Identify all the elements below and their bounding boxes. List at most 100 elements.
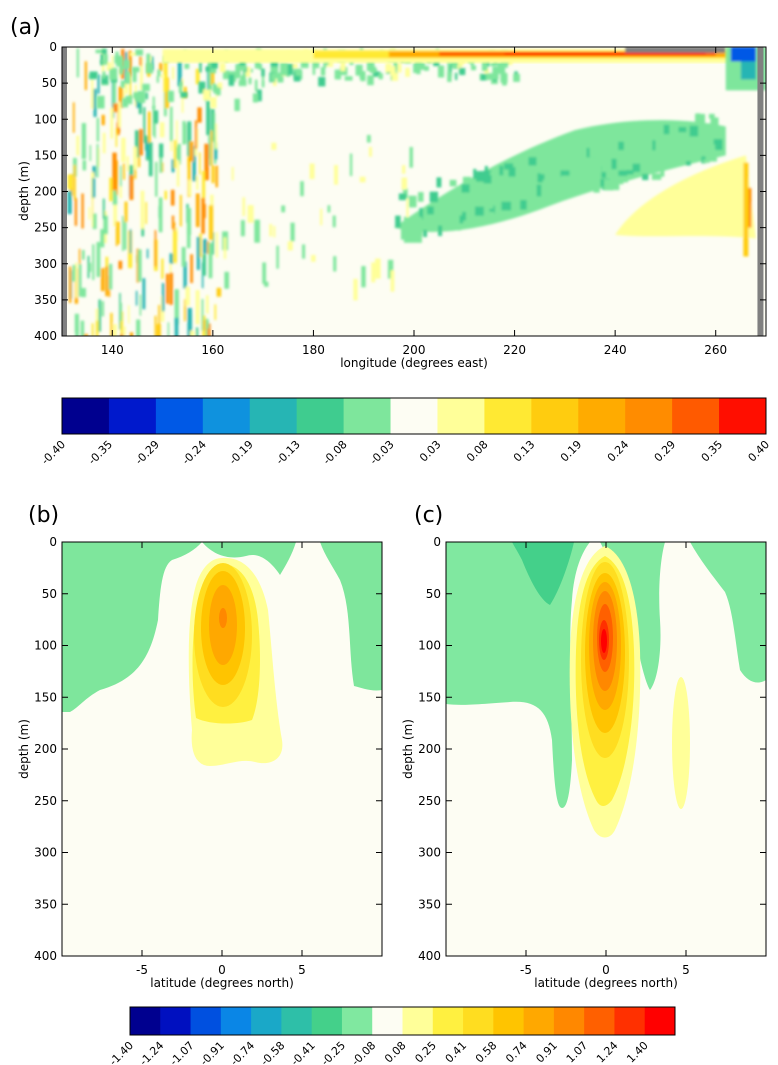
panel-a-western-streaks (67, 48, 222, 336)
panel-a-streak (482, 186, 487, 193)
colorbar-bc-tick-label: 1.24 (594, 1039, 621, 1065)
panel-a-streak (250, 68, 253, 73)
panel-a-streak (210, 69, 215, 85)
colorbar-bc-tick-label: 0.41 (443, 1039, 470, 1065)
panel-a-streak (140, 190, 145, 229)
panel-a-streak (67, 174, 73, 189)
panel-a-east-cold-core (730, 47, 756, 62)
panel-a-streak (353, 278, 358, 301)
panel-a-streak (120, 334, 124, 336)
panel-a-streak (349, 153, 353, 177)
colorbar-bc-swatch (281, 1007, 313, 1035)
colorbar-a-swatch (625, 398, 673, 434)
panel-a-streak (252, 93, 259, 103)
panel-a-streak (240, 220, 245, 237)
panel-a-streak (210, 194, 214, 208)
panel-a-streak (419, 207, 424, 220)
panel-a-streak (234, 98, 240, 112)
panel-a-streak (578, 150, 587, 162)
panel-a-streak (210, 97, 217, 109)
panel-a-streak (129, 94, 133, 104)
panel-a-streak (708, 113, 715, 119)
panel-a-streak (205, 295, 209, 314)
panel-a-streak (215, 232, 219, 258)
panel-a-streak (248, 77, 252, 85)
panel-a-central-blobs (222, 134, 413, 301)
colorbar-a-frame (61, 397, 767, 435)
colorbar-bc-tick-label: 0.08 (382, 1039, 409, 1065)
panel-a-streak (83, 334, 88, 336)
colorbar-bc-swatch (311, 1007, 343, 1035)
panel-a-streak (146, 248, 149, 259)
panel-a-streak (81, 250, 85, 260)
panel-a-streak (92, 244, 95, 281)
panel-a-streak (169, 272, 173, 305)
panel-a-streak (196, 236, 200, 270)
panel-b-label: (b) (28, 503, 59, 528)
panel-a-streak (429, 191, 439, 203)
panel-a-streak (132, 70, 137, 83)
panel-a-streak (171, 159, 175, 173)
panel-a-streak (663, 124, 670, 135)
panel-a-streak (270, 65, 279, 74)
panel-a-streak (655, 142, 660, 146)
panel-a-streak (118, 260, 123, 270)
panel-a-streak (171, 66, 175, 80)
colorbar-bc-tick-label: 0.58 (473, 1039, 500, 1065)
panel-a-streak (76, 48, 79, 78)
panel-a-streak (204, 143, 209, 181)
panel-a-streak (196, 327, 199, 336)
panel-a-streak (125, 98, 129, 103)
panel-a-streak (427, 206, 434, 215)
panel-a-streak (276, 245, 279, 269)
panel-c-label: (c) (414, 503, 443, 528)
panel-a-streak (123, 326, 126, 336)
panel-a-streak (119, 293, 121, 330)
panel-a-streak (224, 271, 230, 289)
panel-a-streak (203, 203, 206, 219)
panel-a-streak (148, 142, 153, 177)
panel-a-streak (596, 183, 604, 189)
panel-c-ytick-label: 150 (418, 690, 441, 704)
panel-a-xtick-label: 240 (604, 343, 627, 357)
panel-a-label: (a) (10, 15, 41, 40)
panel-b-ytick-label: 300 (34, 846, 57, 860)
panel-a-streak (203, 320, 206, 331)
panel-a-streak (312, 59, 320, 69)
panel-a: (a) 140 160 180 200 220 240 260 0 50 100 150 200 25… (10, 15, 767, 370)
panel-a-streak (247, 205, 254, 223)
colorbar-bc-tick-label: -1.07 (167, 1039, 196, 1065)
panel-a-streak (665, 153, 669, 160)
panel-a-streak (186, 228, 191, 249)
panel-a-streak (540, 165, 549, 175)
panel-a-streak (261, 81, 265, 88)
colorbar-a-tick-label: -0.29 (133, 438, 162, 467)
panel-b-negative-top-strip (202, 542, 296, 575)
panel-a-streak (705, 152, 713, 159)
colorbar-bc-tick-label: -0.25 (319, 1039, 348, 1065)
panel-a-streak (484, 166, 489, 173)
panel-a-upper-streaks (88, 48, 520, 112)
panel-a-streak (92, 166, 96, 177)
colorbar-a-tick-label: -0.19 (227, 438, 256, 467)
panel-a-streak (192, 145, 196, 182)
panel-a-streak (652, 140, 656, 151)
panel-a-streak (327, 205, 331, 213)
panel-b-xtick-label: -5 (136, 963, 148, 977)
panel-a-streak (102, 198, 105, 219)
panel-a-ytick-label: 300 (34, 257, 57, 271)
panel-a-streak (628, 131, 635, 138)
colorbar-bc-swatch (644, 1007, 676, 1035)
panel-a-streak (154, 230, 157, 267)
panel-b-ytick-label: 0 (49, 535, 57, 549)
panel-a-streak (113, 200, 118, 227)
panel-a-streak (449, 214, 455, 227)
panel-a-streak (201, 197, 205, 234)
panel-a-streak (502, 175, 506, 182)
panel-a-streak (576, 161, 582, 174)
panel-a-streak (545, 194, 554, 204)
panel-a-streak (421, 207, 428, 216)
panel-a-streak (318, 76, 326, 87)
panel-a-streak (118, 86, 123, 108)
panel-a-ytick-label: 350 (34, 293, 57, 307)
